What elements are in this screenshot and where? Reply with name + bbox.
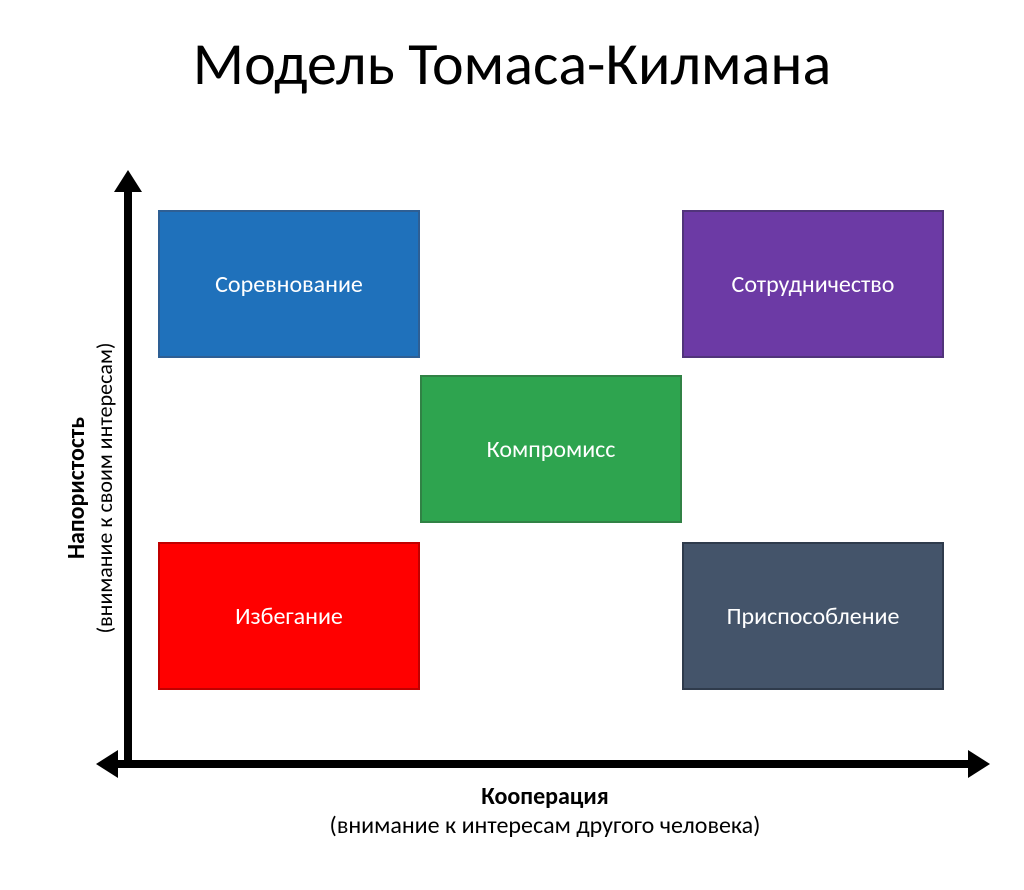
diagram-title: Модель Томаса-Килмана bbox=[0, 28, 1024, 101]
x-axis-label-primary: Кооперация bbox=[120, 782, 970, 811]
y-axis-arrow bbox=[124, 190, 132, 768]
x-axis-arrow bbox=[116, 760, 970, 768]
diagram-area: Напористость (внимание к своим интересам… bbox=[60, 190, 980, 800]
x-axis-labels: Кооперация (внимание к интересам другого… bbox=[120, 782, 970, 840]
y-axis-labels: Напористость (внимание к своим интересам… bbox=[62, 208, 118, 768]
box-competition: Соревнование bbox=[158, 210, 420, 358]
box-collaboration: Сотрудничество bbox=[682, 210, 944, 358]
box-compromise: Компромисс bbox=[420, 375, 682, 523]
y-axis-label-secondary: (внимание к своим интересам) bbox=[91, 208, 118, 768]
box-avoidance: Избегание bbox=[158, 542, 420, 690]
x-axis-label-secondary: (внимание к интересам другого человека) bbox=[120, 811, 970, 840]
y-axis-label-primary: Напористость bbox=[62, 208, 91, 768]
box-accommodation: Приспособление bbox=[682, 542, 944, 690]
